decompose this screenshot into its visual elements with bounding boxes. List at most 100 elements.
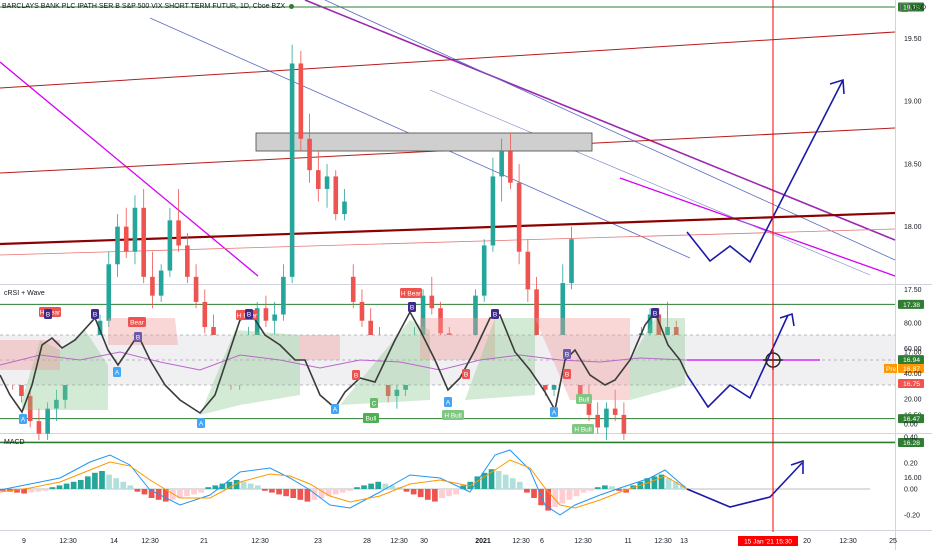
macd-bar	[219, 483, 226, 489]
crsi-axis[interactable]: 80.00 60.00 40.00 20.00 0.00	[904, 321, 922, 429]
macd-bar	[410, 489, 417, 495]
candle	[350, 264, 356, 309]
crsi-bull-fill-2	[200, 330, 300, 415]
time-tick: 25	[889, 538, 897, 545]
badge-a-5: A	[444, 397, 452, 407]
macd-bar	[531, 489, 537, 498]
macd-bar	[354, 487, 360, 489]
price-label	[898, 437, 924, 447]
macd-bar	[84, 476, 91, 489]
currency-icon	[900, 3, 910, 12]
price-label	[898, 299, 924, 309]
badge-b-7: B	[563, 349, 571, 359]
macd-pane[interactable]	[0, 449, 870, 516]
red-channel-bottom[interactable]	[0, 211, 896, 246]
time-tick: 28	[363, 538, 371, 545]
crsi-bear-fill-2	[0, 340, 60, 370]
macd-bar	[651, 476, 658, 489]
time-tick: 30	[420, 538, 428, 545]
blue-channel-mid[interactable]	[429, 89, 871, 276]
candle	[106, 251, 112, 328]
macd-bar	[417, 489, 424, 498]
price-tick: 18.50	[904, 161, 922, 168]
macd-bar	[148, 489, 155, 498]
price-tick: 18.00	[904, 224, 922, 231]
crsi-tick: 0.00	[904, 422, 918, 429]
blue-channel-upper[interactable]	[324, 0, 896, 261]
time-tick: 23	[314, 538, 322, 545]
badge-h-bull-2-text: H Bull	[574, 427, 592, 434]
forecast-arrowhead	[829, 78, 845, 95]
badge-a-3: A	[197, 418, 205, 428]
macd-bar	[162, 489, 169, 502]
supply-zone-box[interactable]	[255, 132, 593, 152]
macd-bar	[77, 480, 84, 489]
crsi-line	[0, 310, 688, 415]
macd-bar	[347, 489, 353, 491]
macd-bar	[517, 481, 523, 489]
macd-bar	[481, 472, 488, 489]
macd-histogram	[0, 469, 686, 511]
macd-line	[0, 449, 688, 516]
macd-bar	[134, 489, 141, 492]
candle	[612, 389, 618, 422]
time-tick: 2021	[475, 538, 491, 545]
time-axis[interactable]: 9 12:30 14 12:30 21 12:30 23 28 12:30 30 2021 12:30…	[22, 536, 897, 546]
badge-p-2-text: B	[464, 372, 468, 379]
macd-bar	[524, 489, 530, 493]
badge-bear-1: Bear	[128, 317, 146, 327]
macd-axis[interactable]: 0.40 0.20 0.00 -0.20	[904, 435, 920, 520]
price-tick: 19.00	[904, 99, 922, 106]
price-tick: 16.00	[904, 475, 922, 482]
price-label-text: 16.47	[903, 416, 920, 423]
crsi-pane[interactable]	[0, 310, 895, 415]
crsi-forecast-path[interactable]	[686, 314, 789, 409]
macd-bar	[205, 487, 212, 489]
red-channel-top[interactable]	[0, 31, 896, 89]
badge-b-6: B	[651, 308, 659, 318]
magenta-trendline-2[interactable]	[619, 177, 896, 277]
price-label-text: 16.94	[903, 357, 920, 364]
macd-bar	[602, 485, 608, 489]
forecast-path[interactable]	[686, 79, 844, 264]
macd-tick: 0.00	[904, 487, 918, 494]
macd-bar	[509, 478, 516, 489]
cursor-time-label-text: 15 Jan '21 15:30	[744, 539, 792, 546]
purple-trendline[interactable]	[304, 0, 896, 241]
badge-p-1: B	[352, 370, 360, 380]
crsi-forecast-arrowhead	[779, 312, 795, 327]
macd-bar	[361, 485, 367, 489]
macd-bar	[545, 489, 552, 511]
time-tick: 14	[110, 538, 118, 545]
badge-bull-1-text: Bull	[366, 416, 377, 423]
badge-a-2: A	[113, 367, 121, 377]
badge-bull-2-text: Bull	[579, 397, 590, 404]
macd-bar	[439, 489, 445, 498]
macd-bar	[92, 472, 98, 489]
macd-bar	[226, 481, 233, 489]
macd-bar	[14, 489, 20, 493]
magenta-trendline[interactable]	[0, 61, 259, 277]
candle	[27, 389, 33, 428]
currency-label[interactable]: USD	[900, 3, 926, 12]
macd-bar	[424, 489, 431, 500]
macd-bar	[191, 489, 197, 495]
candle	[158, 264, 164, 302]
crsi-pane-title: cRSI + Wave	[4, 290, 45, 297]
candle	[490, 157, 496, 252]
price-tick: 19.50	[904, 36, 922, 43]
price-axis[interactable]: 19.5019.0018.5018.0017.5017.0016.5016.00…	[884, 2, 924, 483]
macd-bar	[276, 489, 282, 495]
crsi-bear-fill-1	[108, 318, 178, 345]
macd-bar	[21, 489, 27, 494]
red-channel-lower-thin[interactable]	[0, 228, 896, 256]
macd-forecast-path[interactable]	[686, 462, 803, 508]
badge-a-1-text: A	[21, 417, 26, 424]
candle	[141, 188, 146, 284]
badge-b-5-text: B	[493, 312, 497, 319]
badge-h-bull-1-text: H Bull	[444, 413, 462, 420]
badge-b-3-text: B	[247, 312, 251, 319]
macd-bar	[262, 489, 268, 491]
candle	[289, 44, 295, 284]
